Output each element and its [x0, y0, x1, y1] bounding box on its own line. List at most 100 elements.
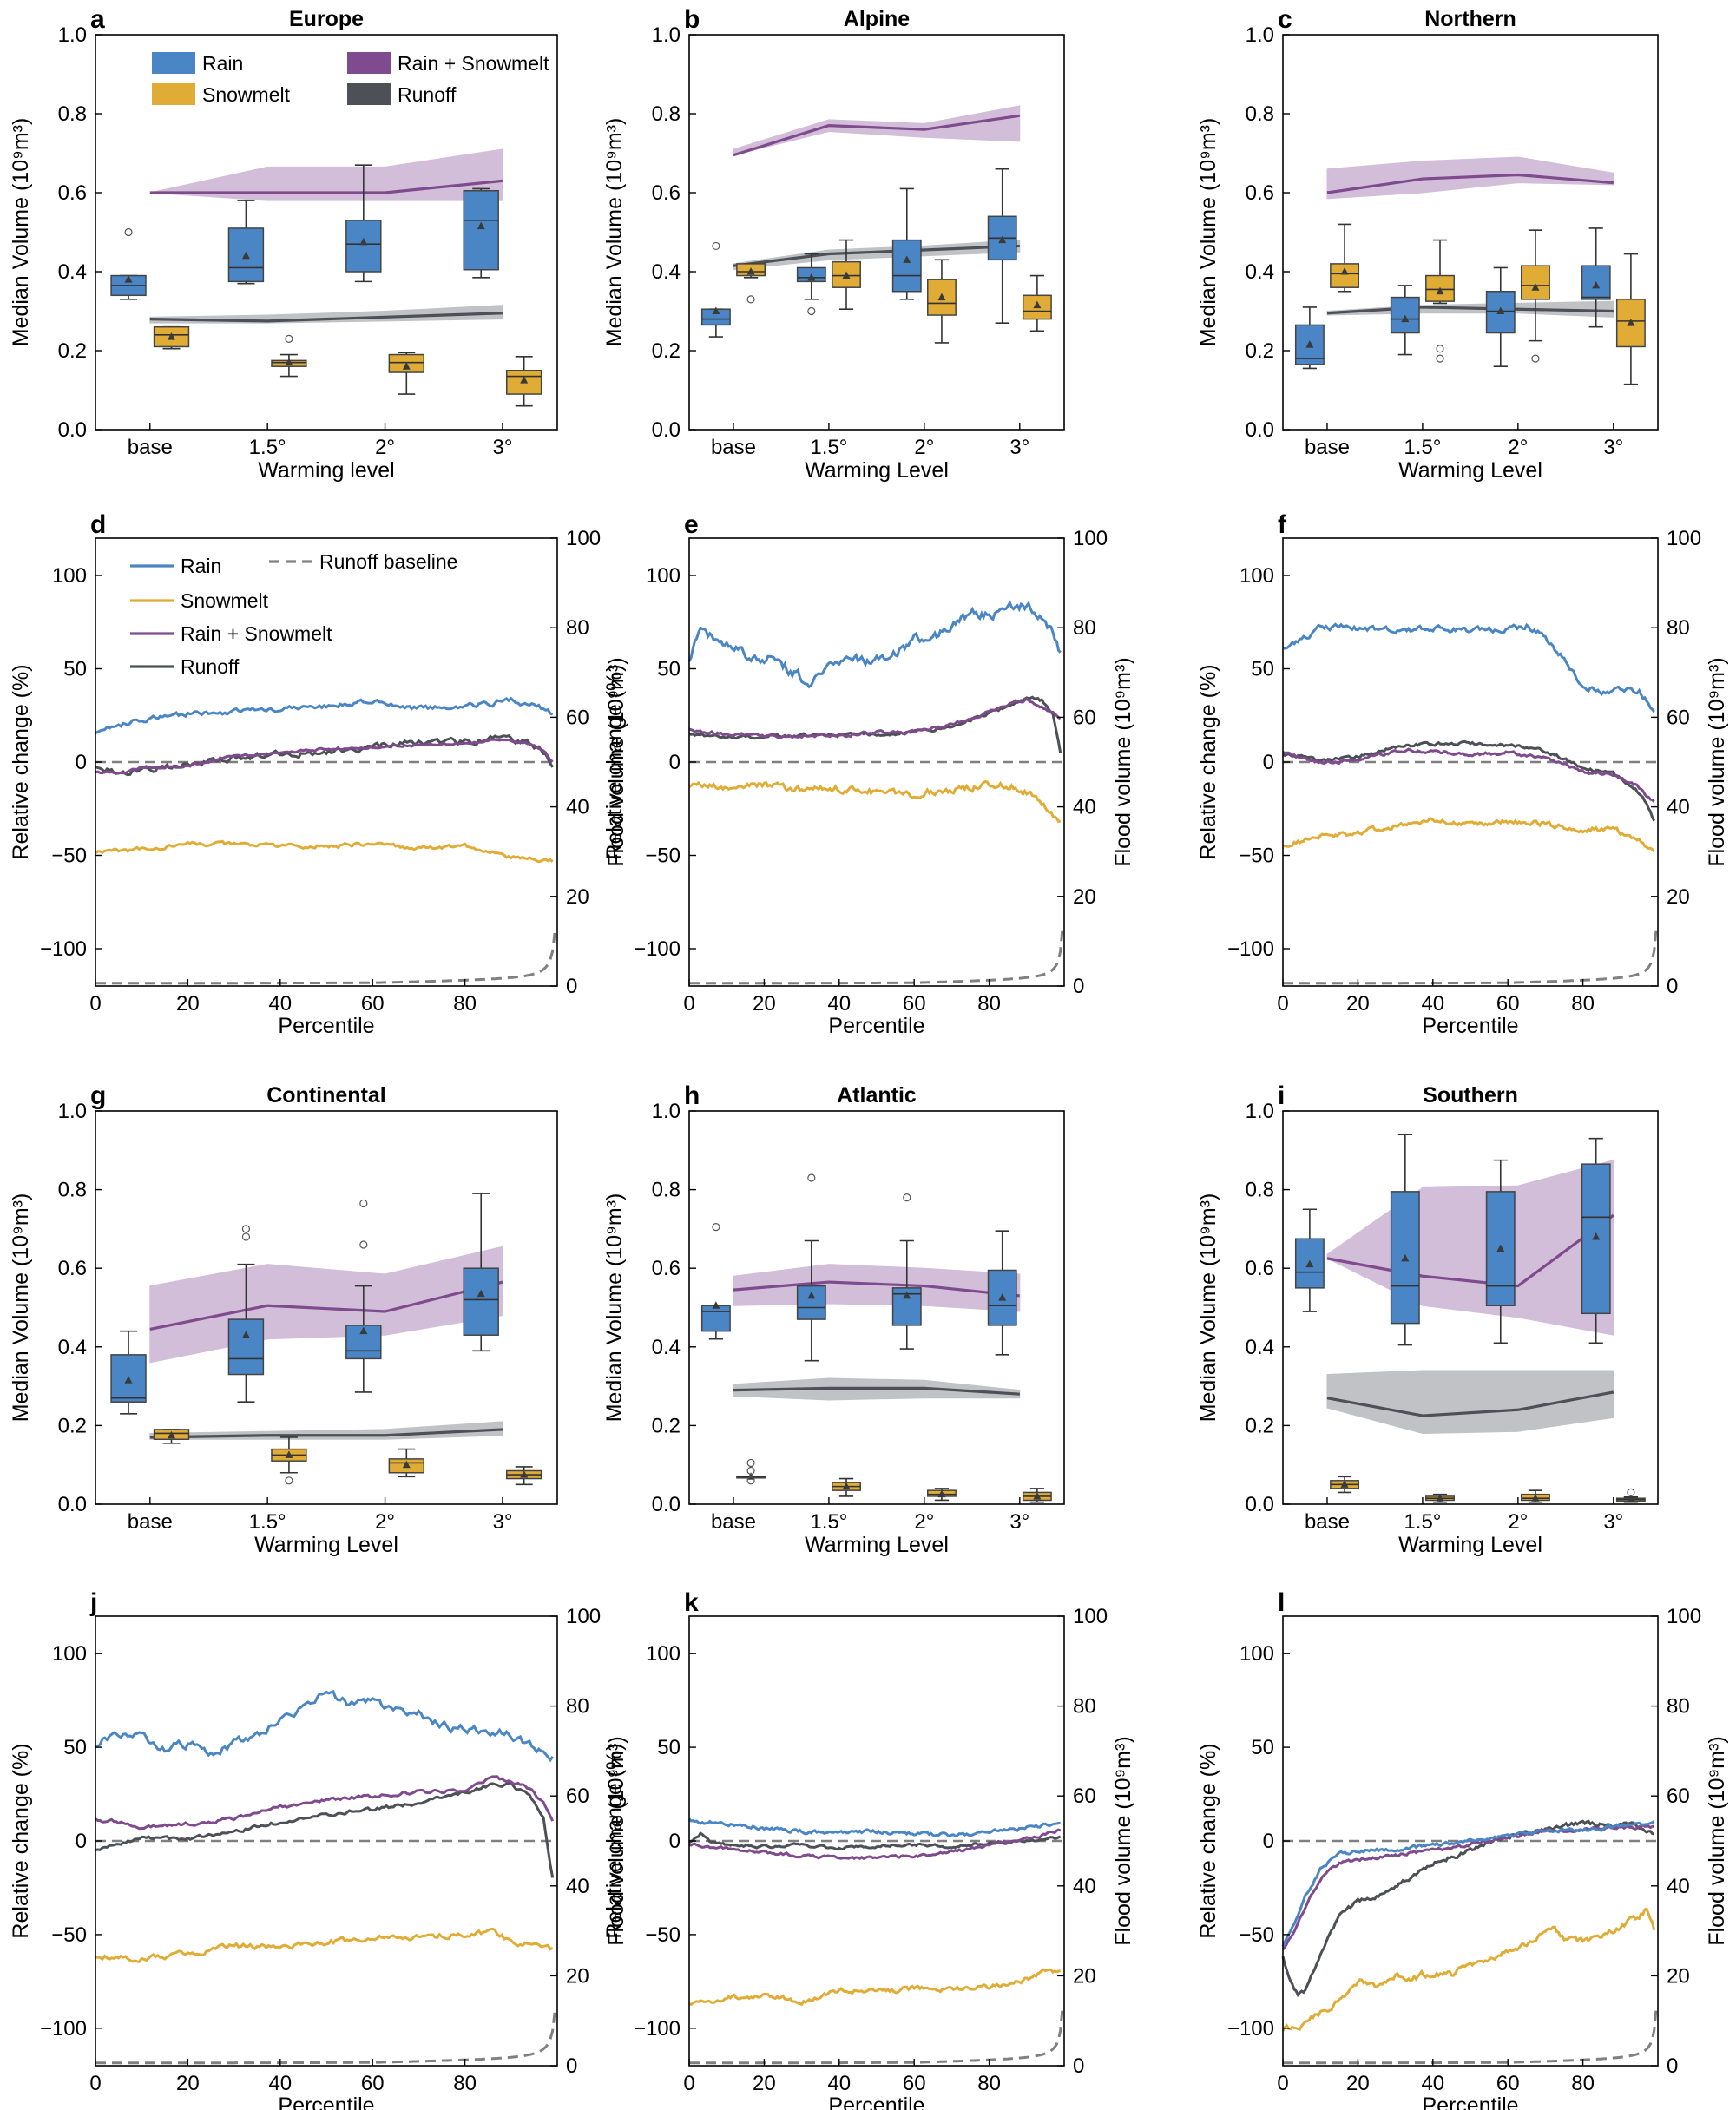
- x-tick-label-2: 2°: [914, 1510, 934, 1534]
- y2-tick-label-3: 60: [566, 1785, 589, 1808]
- y-tick-label-0: −100: [634, 937, 681, 961]
- x-tick-label-0: base: [128, 436, 173, 459]
- y-tick-label-1: −50: [51, 845, 87, 868]
- y-tick-label-4: 100: [646, 1642, 681, 1666]
- x-tick-label-1: 20: [1346, 992, 1370, 1016]
- y-tick-label-2: 0: [76, 1830, 87, 1853]
- y-tick-label-0: −100: [1227, 2017, 1274, 2041]
- rain-box-3-iqr: [987, 1269, 1017, 1326]
- x-tick-label-3: 3°: [1009, 1510, 1029, 1534]
- snowmelt-box-0-outlier-0: [746, 295, 755, 304]
- x-axis-label: Warming Level: [1398, 1533, 1542, 1557]
- y2-axis-label: Flood volume (10⁹m³): [1705, 1736, 1729, 1945]
- x-tick-label-3: 3°: [492, 1510, 512, 1534]
- panel-b-alpine-boxplot: b Alpine 0.0 0.2 0.4 0.6 0.8 1.0 base 1.5° 2° 3° War…: [602, 5, 1065, 483]
- y2-tick-label-1: 20: [1667, 885, 1690, 909]
- snowmelt-box-0-mean-marker: [168, 1430, 176, 1439]
- x-tick-label-4: 80: [1571, 2072, 1595, 2095]
- rain-snowmelt-median-line: [733, 114, 1021, 157]
- x-tick-label-3: 3°: [1603, 1510, 1623, 1534]
- snowmelt-box-1-outlier-1: [1436, 354, 1444, 363]
- rain-box-1-outlier-0: [807, 306, 816, 316]
- y-tick-label-3: 50: [1251, 1736, 1274, 1759]
- rain-snowmelt-median-line: [149, 179, 503, 194]
- y-tick-label-2: 0.4: [1246, 1336, 1274, 1359]
- snowmelt-box-0-outlier-1: [746, 1466, 755, 1476]
- snowmelt-box-0-iqr: [1330, 263, 1360, 288]
- x-axis-label: Warming Level: [1398, 458, 1542, 483]
- x-tick-label-1: 20: [176, 2072, 200, 2095]
- x-tick-label-2: 40: [827, 992, 851, 1016]
- y2-tick-label-5: 100: [1667, 1605, 1701, 1628]
- y2-tick-label-0: 0: [566, 975, 577, 998]
- y-tick-label-0: 0.0: [652, 1493, 681, 1516]
- rain-box-2-mean-marker: [903, 1291, 911, 1299]
- y-axis-label: Median Volume (10⁹m³): [602, 1193, 627, 1423]
- rain-box-2-mean-marker: [359, 237, 368, 246]
- y-tick-label-0: −100: [40, 937, 87, 961]
- runoff-range-band: [1326, 1370, 1614, 1434]
- y-tick-label-4: 0.8: [1246, 102, 1274, 126]
- x-tick-label-4: 80: [453, 2072, 477, 2095]
- snowmelt-line: [688, 780, 1061, 824]
- frame-a: [95, 34, 558, 431]
- y-tick-label-1: 0.2: [652, 339, 681, 363]
- y-tick-label-3: 50: [657, 658, 681, 681]
- x-tick-label-2: 2°: [1508, 436, 1528, 459]
- rain-box-3-mean-marker: [477, 1289, 485, 1298]
- snowmelt-box-1-mean-marker: [285, 1450, 293, 1458]
- y-axis-label: Median Volume (10⁹m³): [1196, 118, 1220, 347]
- rain-line: [687, 1817, 1061, 1838]
- y2-tick-label-1: 20: [1667, 1964, 1690, 1988]
- rain-box-1-mean-marker: [1401, 1253, 1410, 1262]
- x-tick-label-0: 0: [683, 992, 694, 1016]
- rain-snowmelt-median-line: [1326, 1213, 1614, 1288]
- y-tick-label-4: 0.8: [58, 1179, 87, 1202]
- y-tick-label-1: −50: [645, 1923, 681, 1947]
- rain-box-2-iqr: [891, 239, 922, 293]
- snowmelt-line: [95, 1927, 554, 1963]
- y-tick-label-5: 1.0: [1246, 23, 1274, 47]
- snowmelt-box-1-mean-marker: [1436, 1494, 1444, 1502]
- snowmelt-box-3-mean-marker: [1033, 300, 1042, 309]
- panel-label-l: l: [1278, 1588, 1285, 1617]
- snowmelt-box-3-mean-marker: [1033, 1491, 1042, 1500]
- legend-label-1: Runoff baseline: [319, 550, 457, 573]
- rain-snowmelt-median-line: [149, 1280, 503, 1331]
- x-tick-label-0: base: [711, 436, 756, 459]
- panel-title-a: Europe: [289, 7, 364, 31]
- rain-box-2-mean-marker: [359, 1326, 368, 1335]
- y2-tick-label-4: 80: [566, 1695, 589, 1719]
- x-tick-label-4: 80: [977, 992, 1001, 1016]
- y-tick-label-2: 0.4: [652, 260, 681, 284]
- runoff-line: [1281, 1819, 1655, 1998]
- x-tick-label-4: 80: [977, 2072, 1001, 2095]
- runoff-baseline-line: [1283, 930, 1658, 985]
- y2-tick-label-4: 80: [566, 616, 589, 640]
- y-tick-label-2: 0: [1263, 751, 1274, 774]
- runoff-median-line: [1326, 1390, 1614, 1417]
- runoff-line: [95, 733, 554, 777]
- snowmelt-box-2-mean-marker: [937, 293, 946, 301]
- y2-tick-label-4: 80: [1073, 1695, 1096, 1719]
- y-axis-label: Relative change (%): [9, 664, 33, 859]
- x-tick-label-1: 1.5°: [1404, 1510, 1441, 1534]
- x-tick-label-3: 3°: [1009, 436, 1029, 459]
- x-tick-label-1: 20: [753, 2072, 776, 2095]
- snowmelt-box-1-outlier-0: [285, 1476, 293, 1485]
- y2-tick-label-4: 80: [1073, 616, 1096, 640]
- rain-box-1-mean-marker: [807, 1291, 816, 1299]
- snowmelt-box-0-mean-marker: [168, 332, 176, 340]
- rain-box-1-outlier-1: [241, 1232, 251, 1241]
- frame-h: [688, 1110, 1065, 1505]
- rain-box-1-mean-marker: [241, 1331, 250, 1338]
- rain-box-2-outlier-0: [359, 1199, 368, 1208]
- x-tick-label-1: 20: [1346, 2072, 1370, 2095]
- rain-box-2-outlier-1: [359, 1240, 368, 1249]
- x-tick-label-0: 0: [89, 992, 101, 1016]
- rain-box-2-iqr: [345, 1325, 382, 1360]
- rain-box-1-mean-marker: [1401, 314, 1410, 323]
- x-tick-label-4: 80: [453, 992, 477, 1016]
- y-tick-label-5: 1.0: [652, 1100, 681, 1123]
- panel-e-alpine-percentile-lines: e 0 20 40 60 80 −100 −50 0 50 100 0 20 40 60 80 100 Perce…: [602, 510, 1135, 1038]
